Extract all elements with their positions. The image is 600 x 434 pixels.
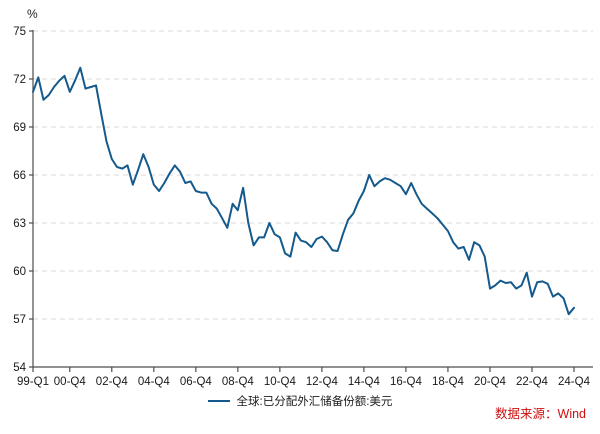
y-tick-label: 57 bbox=[13, 314, 26, 326]
x-tick-label: 14-Q4 bbox=[348, 376, 381, 388]
y-tick-label: 75 bbox=[13, 26, 26, 38]
x-tick-label: 99-Q1 bbox=[17, 376, 49, 388]
legend: 全球:已分配外汇储备份额:美元 bbox=[0, 393, 600, 409]
x-tick-label: 20-Q4 bbox=[474, 376, 507, 388]
x-tick-label: 16-Q4 bbox=[390, 376, 423, 388]
y-tick-label: 72 bbox=[13, 74, 26, 86]
x-tick-label: 10-Q4 bbox=[264, 376, 297, 388]
legend-label: 全球:已分配外汇储备份额:美元 bbox=[236, 396, 393, 408]
x-tick-label: 24-Q4 bbox=[558, 376, 591, 388]
x-tick-label: 12-Q4 bbox=[306, 376, 339, 388]
y-axis-unit-label: % bbox=[27, 7, 38, 21]
y-tick-label: 60 bbox=[13, 266, 26, 278]
y-tick-label: 54 bbox=[13, 362, 26, 374]
y-tick-label: 63 bbox=[13, 218, 26, 230]
x-tick-label: 02-Q4 bbox=[96, 376, 129, 388]
y-tick-label: 66 bbox=[13, 170, 26, 182]
x-tick-label: 06-Q4 bbox=[180, 376, 213, 388]
legend-line-sample bbox=[207, 400, 230, 402]
x-tick-label: 18-Q4 bbox=[432, 376, 465, 388]
y-tick-label: 69 bbox=[13, 122, 26, 134]
x-tick-label: 00-Q4 bbox=[54, 376, 87, 388]
x-tick-label: 08-Q4 bbox=[222, 376, 255, 388]
x-tick-label: 04-Q4 bbox=[138, 376, 171, 388]
data-source-label: 数据来源：Wind bbox=[495, 407, 586, 421]
x-tick-label: 22-Q4 bbox=[516, 376, 549, 388]
data-series-line bbox=[32, 66, 575, 316]
